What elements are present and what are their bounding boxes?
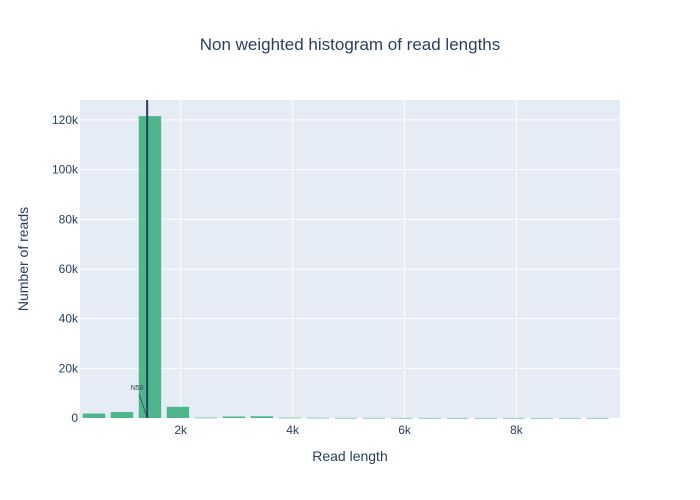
histogram-bar [110, 412, 134, 418]
histogram-bar [586, 417, 609, 419]
y-tick-label: 20k [59, 361, 79, 375]
y-tick-label: 80k [59, 212, 79, 226]
histogram-bar [558, 417, 581, 419]
y-tick-labels: 0 20k 40k 60k 80k 100k 120k [52, 113, 79, 425]
histogram-bar [82, 413, 106, 418]
histogram-bar [474, 417, 497, 419]
histogram-bar [138, 116, 162, 418]
chart-title: Non weighted histogram of read lengths [200, 35, 501, 54]
x-tick-label: 6k [398, 423, 412, 437]
y-axis-title: Number of reads [15, 207, 31, 311]
histogram-bar [306, 417, 330, 419]
plot-area [80, 100, 620, 418]
histogram-bar [362, 417, 385, 419]
y-tick-label: 0 [71, 411, 78, 425]
histogram-bar [222, 416, 246, 418]
bars [82, 116, 609, 419]
x-tick-label: 4k [286, 423, 300, 437]
n50-annotation-arrow [138, 393, 147, 416]
histogram-bar [278, 417, 302, 419]
y-tick-label: 60k [59, 262, 79, 276]
histogram-bar [418, 417, 441, 419]
y-tick-label: 40k [59, 312, 79, 326]
histogram-bar [502, 417, 525, 419]
x-tick-labels: 2k 4k 6k 8k [174, 423, 523, 437]
histogram-bar [194, 417, 218, 419]
grid-lines [80, 100, 620, 418]
x-tick-label: 8k [510, 423, 524, 437]
x-axis-title: Read length [312, 448, 388, 464]
histogram-bar [530, 417, 553, 419]
x-tick-label: 2k [174, 423, 188, 437]
n50-annotation-label: N50 [131, 385, 144, 392]
histogram-bar [390, 417, 413, 419]
histogram-bar [166, 406, 190, 418]
histogram-bar [334, 417, 357, 419]
histogram-bar [250, 416, 274, 418]
n50-marker: N50 [131, 100, 149, 418]
histogram-bar [446, 417, 469, 419]
y-tick-label: 120k [52, 113, 79, 127]
y-tick-label: 100k [52, 163, 79, 177]
